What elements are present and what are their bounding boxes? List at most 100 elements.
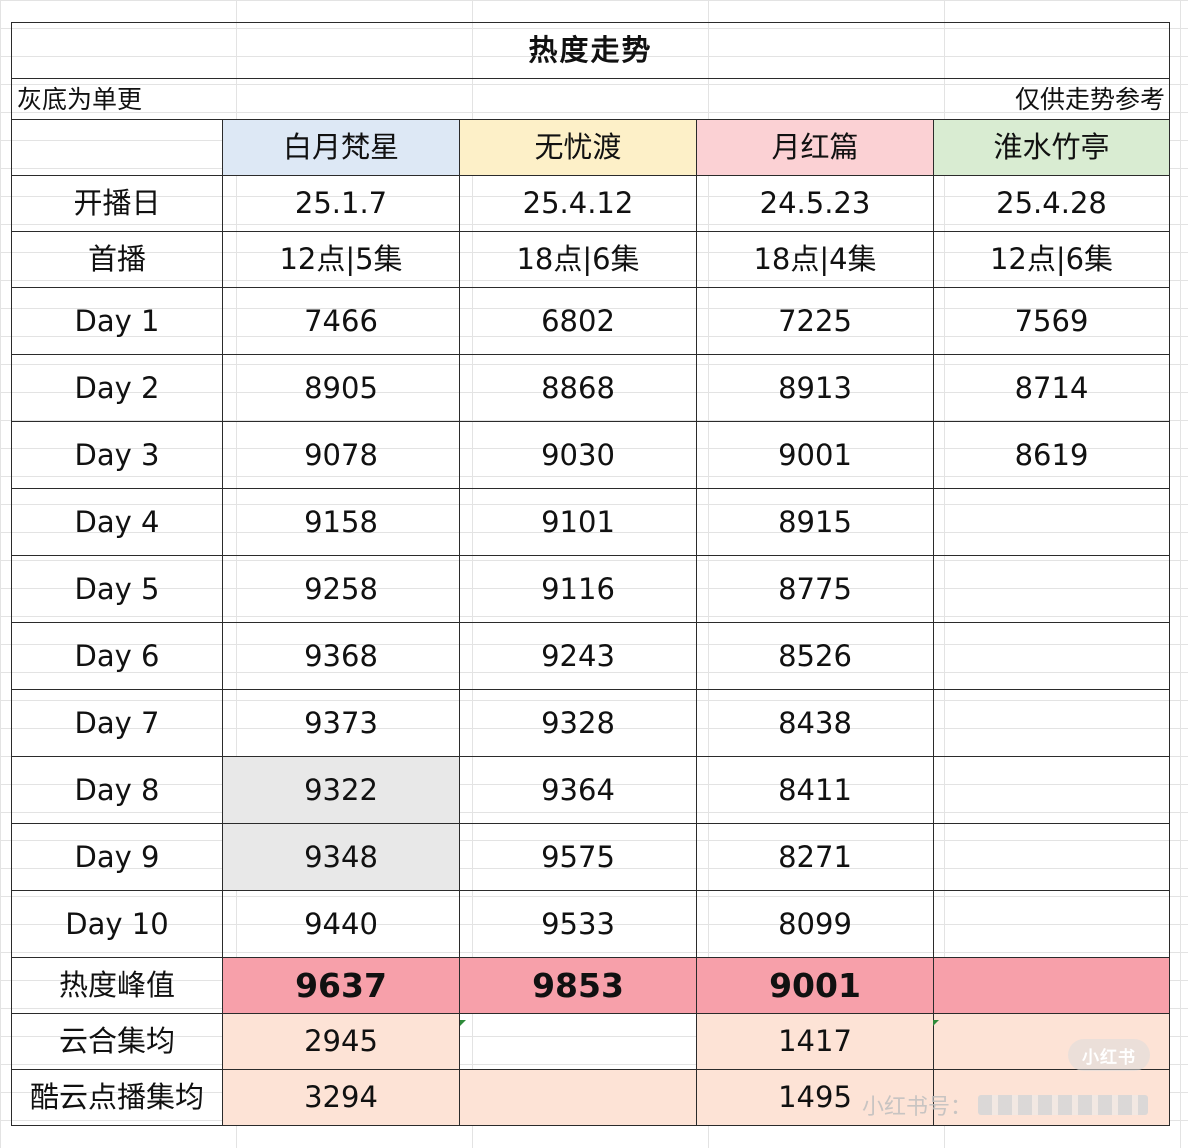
table-row: Day 4 9158 9101 8915 <box>11 488 1171 556</box>
cell-heat-value[interactable]: 8913 <box>696 354 934 422</box>
cell-comment-marker <box>460 1020 466 1026</box>
row-label-day[interactable]: Day 9 <box>11 823 223 891</box>
cell-peak-value[interactable]: 9001 <box>696 957 934 1014</box>
cell-peak-value[interactable]: 9637 <box>222 957 460 1014</box>
row-label-premiere[interactable]: 首播 <box>11 231 223 288</box>
cell-heat-value[interactable]: 7225 <box>696 287 934 355</box>
cell-heat-value[interactable]: 9001 <box>696 421 934 489</box>
table-row: Day 7 9373 9328 8438 <box>11 689 1171 757</box>
watermark-id-label: 小红书号： <box>862 1095 973 1120</box>
cell-heat-value[interactable] <box>932 890 1171 958</box>
note-reference-only[interactable]: 仅供走势参考 <box>933 78 1171 120</box>
row-label-start-date[interactable]: 开播日 <box>11 175 223 232</box>
table-row: Day 2 8905 8868 8913 8714 <box>11 354 1171 422</box>
row-label-kuyun-average[interactable]: 酷云点播集均 <box>11 1069 223 1126</box>
cell-heat-value[interactable] <box>932 555 1171 623</box>
cell-premiere[interactable]: 18点|6集 <box>459 231 697 288</box>
cell-heat-value[interactable]: 7569 <box>932 287 1171 355</box>
cell-heat-value[interactable]: 9101 <box>459 488 697 556</box>
cell-peak-value[interactable]: 9853 <box>459 957 697 1014</box>
row-label-day[interactable]: Day 8 <box>11 756 223 824</box>
cell-heat-value[interactable] <box>932 488 1171 556</box>
cell-heat-value[interactable]: 8271 <box>696 823 934 891</box>
cell-yunhe-average[interactable]: 1417 <box>696 1013 934 1070</box>
row-label-day[interactable]: Day 4 <box>11 488 223 556</box>
row-label-day[interactable]: Day 7 <box>11 689 223 757</box>
row-label-day[interactable]: Day 3 <box>11 421 223 489</box>
cell-heat-value[interactable]: 8619 <box>932 421 1171 489</box>
cell-heat-value[interactable]: 9364 <box>459 756 697 824</box>
cell-heat-value[interactable]: 8526 <box>696 622 934 690</box>
cell-heat-value[interactable]: 6802 <box>459 287 697 355</box>
note-single-update[interactable]: 灰底为单更 <box>11 78 460 120</box>
column-header-huaishuizhuting[interactable]: 淮水竹亭 <box>932 119 1171 176</box>
cell-heat-value[interactable] <box>932 823 1171 891</box>
cell-premiere[interactable]: 12点|5集 <box>222 231 460 288</box>
table-row: Day 5 9258 9116 8775 <box>11 555 1171 623</box>
xiaohongshu-watermark-id: 小红书号： <box>862 1090 1149 1120</box>
row-label-day[interactable]: Day 2 <box>11 354 223 422</box>
cell-heat-value[interactable]: 7466 <box>222 287 460 355</box>
cell-start-date[interactable]: 25.4.28 <box>932 175 1171 232</box>
table-row: Day 9 9348 9575 8271 <box>11 823 1171 891</box>
cell-heat-value[interactable]: 8868 <box>459 354 697 422</box>
cell-kuyun-average[interactable]: 1495 <box>696 1069 934 1126</box>
cell-heat-value[interactable]: 8775 <box>696 555 934 623</box>
cell-heat-value[interactable]: 9575 <box>459 823 697 891</box>
cell-premiere[interactable]: 18点|4集 <box>696 231 934 288</box>
cell-heat-value[interactable]: 8714 <box>932 354 1171 422</box>
table-row: Day 3 9078 9030 9001 8619 <box>11 421 1171 489</box>
cell-heat-value[interactable]: 9116 <box>459 555 697 623</box>
cell-heat-value[interactable]: 9158 <box>222 488 460 556</box>
note-empty-cell[interactable] <box>459 78 697 120</box>
cell-heat-value[interactable]: 8411 <box>696 756 934 824</box>
cell-heat-value[interactable]: 9030 <box>459 421 697 489</box>
watermark-id-blurred <box>978 1095 1149 1115</box>
cell-heat-value[interactable]: 9258 <box>222 555 460 623</box>
cell-heat-value[interactable]: 9243 <box>459 622 697 690</box>
table-title[interactable]: 热度走势 <box>10 22 1171 79</box>
cell-start-date[interactable]: 25.4.12 <box>459 175 697 232</box>
cell-start-date[interactable]: 24.5.23 <box>696 175 934 232</box>
cell-yunhe-average[interactable] <box>459 1013 697 1070</box>
cell-heat-value-single-update[interactable]: 9348 <box>222 823 460 891</box>
cell-premiere[interactable]: 12点|6集 <box>932 231 1171 288</box>
cell-start-date[interactable]: 25.1.7 <box>222 175 460 232</box>
table-row: Day 8 9322 9364 8411 <box>11 756 1171 824</box>
column-header-baiyuefanxing[interactable]: 白月梵星 <box>222 119 460 176</box>
row-label-day[interactable]: Day 1 <box>11 287 223 355</box>
row-label-peak[interactable]: 热度峰值 <box>11 957 223 1014</box>
cell-yunhe-average[interactable]: 2945 <box>222 1013 460 1070</box>
heat-trend-table: 热度走势 灰底为单更 仅供走势参考 白月梵星 无忧渡 月红篇 淮水竹亭 开播日 … <box>10 22 1171 1126</box>
row-label-day[interactable]: Day 10 <box>11 890 223 958</box>
cell-heat-value[interactable]: 8905 <box>222 354 460 422</box>
cell-heat-value[interactable]: 9440 <box>222 890 460 958</box>
cell-heat-value[interactable]: 8438 <box>696 689 934 757</box>
header-corner-cell[interactable] <box>11 119 223 176</box>
column-header-wuyoudu[interactable]: 无忧渡 <box>459 119 697 176</box>
cell-heat-value[interactable] <box>932 689 1171 757</box>
cell-peak-value[interactable] <box>932 957 1171 1014</box>
table-row: Day 6 9368 9243 8526 <box>11 622 1171 690</box>
cell-heat-value[interactable]: 9368 <box>222 622 460 690</box>
cell-comment-marker <box>933 1020 939 1026</box>
note-empty-cell[interactable] <box>696 78 934 120</box>
cell-heat-value[interactable]: 8915 <box>696 488 934 556</box>
cell-heat-value[interactable]: 8099 <box>696 890 934 958</box>
table-row: Day 1 7466 6802 7225 7569 <box>11 287 1171 355</box>
row-label-yunhe-average[interactable]: 云合集均 <box>11 1013 223 1070</box>
cell-kuyun-average[interactable]: 3294 <box>222 1069 460 1126</box>
row-label-day[interactable]: Day 6 <box>11 622 223 690</box>
cell-heat-value[interactable] <box>932 756 1171 824</box>
cell-heat-value[interactable]: 9328 <box>459 689 697 757</box>
cell-heat-value[interactable]: 9373 <box>222 689 460 757</box>
table-row: Day 10 9440 9533 8099 <box>11 890 1171 958</box>
cell-heat-value[interactable] <box>932 622 1171 690</box>
cell-heat-value[interactable]: 9533 <box>459 890 697 958</box>
cell-heat-value[interactable]: 9078 <box>222 421 460 489</box>
row-label-day[interactable]: Day 5 <box>11 555 223 623</box>
column-header-yuehongpian[interactable]: 月红篇 <box>696 119 934 176</box>
xiaohongshu-watermark-logo: 小红书 <box>1068 1039 1150 1071</box>
cell-heat-value-single-update[interactable]: 9322 <box>222 756 460 824</box>
cell-kuyun-average[interactable] <box>459 1069 697 1126</box>
